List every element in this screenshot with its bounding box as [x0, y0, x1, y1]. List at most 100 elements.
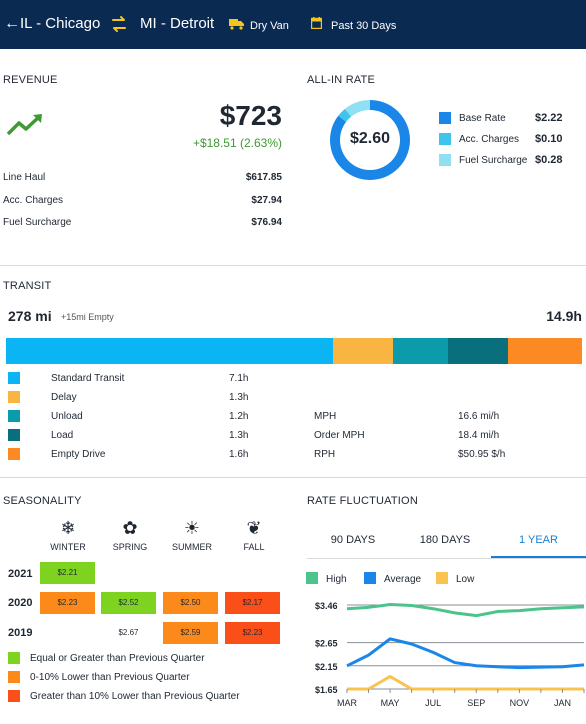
- y-tick-label-0: $3.46: [315, 601, 338, 611]
- x-tick-label-jul: JUL: [425, 698, 441, 708]
- delay-label: Delay: [51, 392, 77, 403]
- legend-red-label: Greater than 10% Lower than Previous Qua…: [30, 691, 240, 702]
- order-mph-value: 18.4 mi/h: [458, 430, 500, 441]
- cell-2020-spring: $2.52: [101, 592, 156, 614]
- origin-label[interactable]: IL - Chicago: [20, 15, 101, 32]
- order-mph-label: Order MPH: [314, 430, 365, 441]
- base-rate-value: $2.22: [535, 112, 563, 124]
- truck-icon: [229, 19, 244, 30]
- legend-green-swatch: [8, 652, 20, 664]
- divider-2: [0, 477, 586, 478]
- cell-2019-fall: $2.23: [225, 622, 280, 644]
- calendar-icon: [311, 17, 322, 29]
- unload-swatch: [8, 410, 20, 422]
- rph-label: RPH: [314, 449, 336, 460]
- load-swatch: [8, 429, 20, 441]
- transit-segment-0: [6, 338, 334, 364]
- transit-segment-3: [448, 338, 509, 364]
- legend-label-average: Average: [384, 574, 422, 585]
- revenue-change: +$18.51 (2.63%): [192, 136, 282, 150]
- acc-charges-rate-value: $0.10: [535, 133, 563, 145]
- series-line-high: [346, 603, 585, 618]
- snowflake-icon: ❄: [60, 518, 76, 538]
- standard-transit-swatch: [8, 372, 20, 384]
- equipment-label[interactable]: Dry Van: [250, 20, 289, 32]
- line-haul-label: Line Haul: [3, 172, 46, 183]
- acc-charges-label: Acc. Charges: [3, 195, 64, 206]
- destination-label[interactable]: MI - Detroit: [140, 15, 215, 32]
- season-fall-label: FALL: [243, 542, 265, 552]
- legend-orange-label: 0-10% Lower than Previous Quarter: [30, 672, 190, 683]
- empty-drive-label: Empty Drive: [51, 449, 106, 460]
- trend-up-icon: [6, 114, 42, 136]
- transit-empty-miles: +15mi Empty: [61, 312, 114, 322]
- line-haul-value: $617.85: [245, 172, 282, 183]
- standard-transit-label: Standard Transit: [51, 373, 125, 384]
- x-tick-label-may: MAY: [381, 698, 400, 708]
- legend-green-label: Equal or Greater than Previous Quarter: [30, 653, 205, 664]
- unload-value: 1.2h: [229, 411, 249, 422]
- cell-2020-summer: $2.50: [163, 592, 218, 614]
- rate-fluctuation-title: RATE FLUCTUATION: [307, 495, 418, 507]
- transit-segment-1: [333, 338, 394, 364]
- x-tick-label-nov: NOV: [510, 698, 530, 708]
- tab-180-days[interactable]: 180 DAYS: [419, 534, 471, 546]
- swap-icon[interactable]: [110, 15, 128, 33]
- base-rate-swatch: [439, 112, 451, 124]
- all-in-rate-value: $2.60: [349, 130, 391, 147]
- tab-90-days[interactable]: 90 DAYS: [330, 534, 376, 546]
- flower-icon: ✿: [122, 518, 138, 538]
- rate-fluctuation-chart: High Average Low $3.46 $2.65 $2.15 $1.65 MAR M…: [306, 572, 585, 708]
- season-spring-label: SPRING: [112, 542, 148, 552]
- x-tick-label-jan: JAN: [554, 698, 571, 708]
- cell-2019-spring: $2.67: [118, 628, 139, 637]
- acc-charges-value: $27.94: [251, 195, 282, 206]
- cell-2020-fall: $2.17: [225, 592, 280, 614]
- cell-2021-winter: $2.21: [40, 562, 95, 584]
- legend-orange-swatch: [8, 671, 20, 683]
- tab-underline: [307, 558, 586, 559]
- acc-charges-rate-label: Acc. Charges: [459, 134, 520, 145]
- period-label[interactable]: Past 30 Days: [331, 20, 397, 32]
- empty-drive-value: 1.6h: [229, 449, 249, 460]
- season-winter-label: WINTER: [50, 542, 86, 552]
- fuel-surcharge-value: $76.94: [251, 217, 282, 228]
- leaf-icon: ❦: [246, 518, 262, 538]
- sun-icon: ☀: [183, 518, 201, 538]
- back-arrow-icon[interactable]: ←: [4, 15, 20, 32]
- delay-swatch: [8, 391, 20, 403]
- load-label: Load: [51, 430, 74, 441]
- y-tick-label-3: $1.65: [315, 685, 338, 695]
- legend-swatch-low: [436, 572, 448, 584]
- revenue-total: $723: [219, 100, 282, 131]
- year-2019-label: 2019: [8, 627, 33, 639]
- transit-total-hours: 14.9h: [546, 308, 582, 324]
- y-tick-label-1: $2.65: [315, 639, 338, 649]
- legend-red-swatch: [8, 690, 20, 702]
- x-tick-label-sep: SEP: [467, 698, 485, 708]
- fuel-surcharge-rate-value: $0.28: [535, 154, 563, 166]
- fuel-surcharge-rate-label: Fuel Surcharge: [459, 155, 528, 166]
- load-value: 1.3h: [229, 430, 249, 441]
- legend-swatch-high: [306, 572, 318, 584]
- tab-1-year[interactable]: 1 YEAR: [491, 522, 586, 558]
- mph-label: MPH: [314, 411, 337, 422]
- transit-bar: [6, 338, 582, 364]
- series-line-low: [347, 674, 584, 691]
- mph-value: 16.6 mi/h: [458, 411, 500, 422]
- legend-label-high: High: [326, 574, 347, 585]
- cell-2021-fall: [225, 562, 280, 584]
- season-summer-label: SUMMER: [172, 542, 212, 552]
- cell-2019-winter: [40, 622, 95, 644]
- transit-title: TRANSIT: [3, 280, 52, 292]
- seasonality-title: SEASONALITY: [3, 495, 82, 507]
- transit-segment-2: [393, 338, 449, 364]
- empty-drive-swatch: [8, 448, 20, 460]
- all-in-rate-title: ALL-IN RATE: [307, 74, 376, 86]
- all-in-rate-donut: [330, 100, 410, 180]
- cell-2021-summer: [163, 562, 218, 584]
- top-bar: ← IL - Chicago MI - Detroit Dry Van Past…: [0, 0, 586, 49]
- divider-1: [0, 265, 586, 266]
- cell-2020-winter: $2.23: [40, 592, 95, 614]
- delay-value: 1.3h: [229, 392, 249, 403]
